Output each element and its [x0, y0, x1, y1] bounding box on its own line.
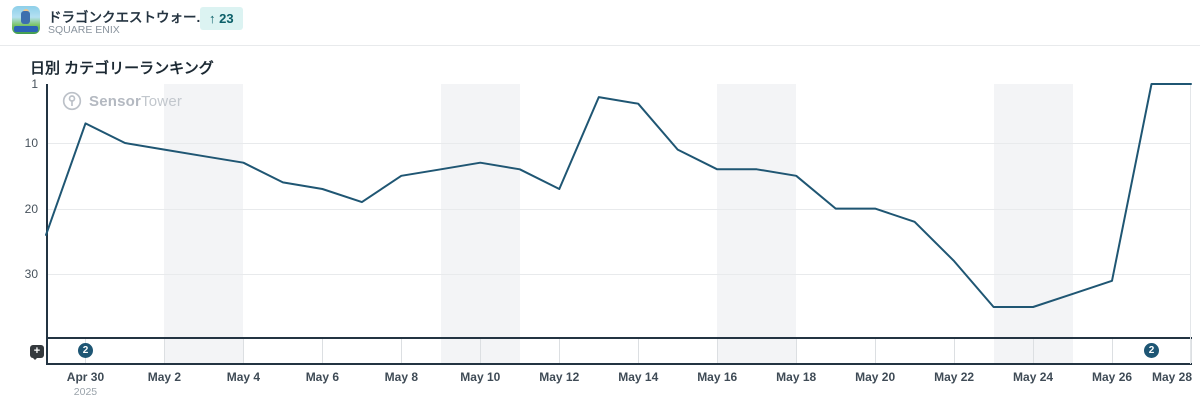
add-annotation-icon[interactable]: +: [30, 345, 44, 360]
annotation-strip-border: [46, 363, 1192, 365]
strip-gridline: [243, 339, 245, 363]
sensortower-watermark: SensorTower: [62, 91, 182, 111]
strip-gridline: [954, 339, 956, 363]
x-tick-label: May 28: [1151, 370, 1193, 384]
x-tick-label: May 2: [147, 370, 182, 384]
y-tick-label: 20: [24, 201, 38, 216]
strip-gridline: [1033, 339, 1035, 363]
strip-gridline: [1112, 339, 1114, 363]
y-tick-label: 30: [24, 267, 38, 282]
app-icon[interactable]: [12, 6, 40, 34]
strip-gridline: [322, 339, 324, 363]
x-tick-label: May 12: [539, 370, 580, 384]
strip-gridline: [875, 339, 877, 363]
x-tick-label: May 26: [1092, 370, 1133, 384]
y-tick-label: 1: [31, 77, 38, 91]
strip-gridline: [480, 339, 482, 363]
app-publisher: SQUARE ENIX: [48, 24, 120, 36]
x-tick-label: May 24: [1013, 370, 1054, 384]
strip-gridline: [164, 339, 166, 363]
y-tick-label: 10: [24, 136, 38, 151]
x-tick-label: May 14: [618, 370, 659, 384]
strip-gridline: [796, 339, 798, 363]
app-icon-art: [21, 11, 30, 24]
x-tick-label: May 18: [776, 370, 817, 384]
sensortower-wordmark: SensorTower: [89, 92, 183, 110]
x-tick-label: May 4: [226, 370, 261, 384]
x-tick-label: May 20: [855, 370, 896, 384]
strip-gridline: [638, 339, 640, 363]
x-tick-label: May 16: [697, 370, 738, 384]
annotation-count-badge[interactable]: 2: [1144, 343, 1160, 358]
x-tick-label: May 10: [460, 370, 501, 384]
strip-gridline: [1191, 339, 1192, 363]
strip-gridline: [717, 339, 719, 363]
x-tick-label: May 22: [934, 370, 975, 384]
plot-right-border: [1190, 84, 1191, 364]
app-icon-banner: [14, 26, 38, 32]
rank-change-badge: ↑ 23: [200, 7, 243, 30]
annotation-count-badge[interactable]: 2: [77, 343, 93, 358]
app-header[interactable]: ドラゴンクエストウォー... SQUARE ENIX ↑ 23: [0, 0, 1200, 45]
app-title[interactable]: ドラゴンクエストウォー...: [48, 10, 208, 25]
strip-gridline: [401, 339, 403, 363]
chart-title: 日別 カテゴリーランキング: [30, 60, 214, 77]
x-axis-line: [46, 337, 1192, 339]
header-divider: [0, 45, 1200, 46]
x-tick-year-label: 2025: [73, 386, 98, 398]
x-tick-label: May 8: [384, 370, 419, 384]
x-tick-label: Apr 30: [66, 370, 105, 384]
sensortower-logo-icon: [62, 91, 82, 111]
x-tick-label: May 6: [305, 370, 340, 384]
strip-gridline: [559, 339, 561, 363]
chart-plot-area[interactable]: [48, 84, 1190, 337]
